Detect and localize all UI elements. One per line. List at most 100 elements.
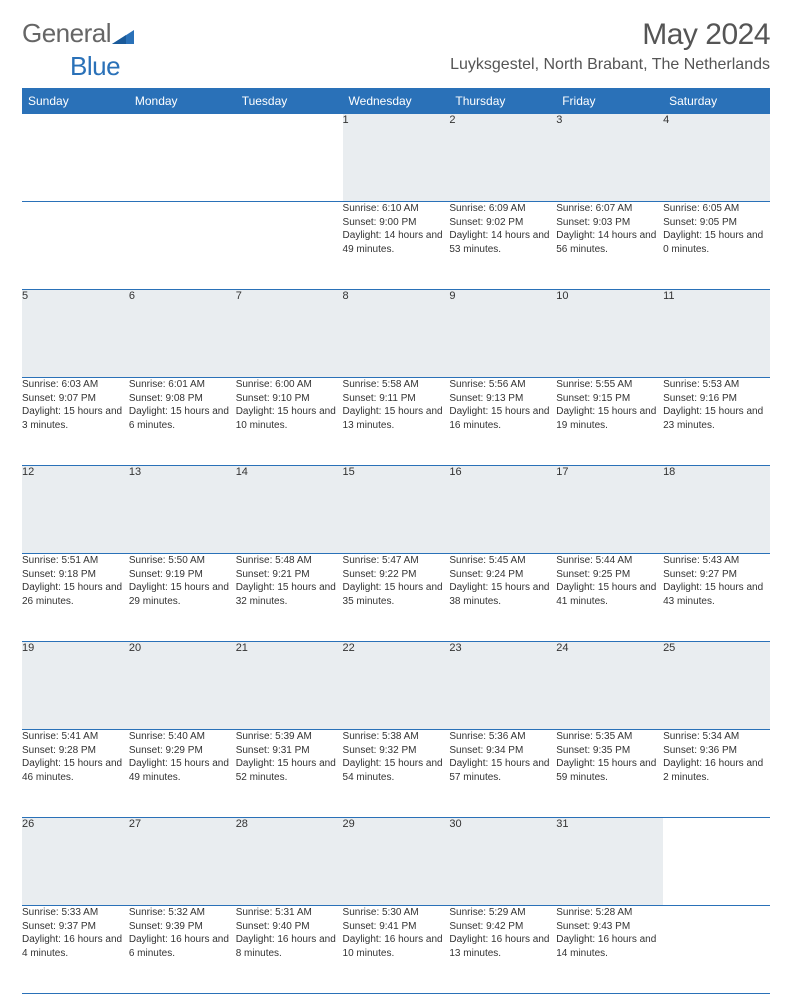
daylight-label: Daylight: 15 hours and 41 minutes. (556, 582, 656, 607)
daylight-label: Daylight: 15 hours and 57 minutes. (449, 758, 549, 783)
day-content-cell: Sunrise: 5:33 AMSunset: 9:37 PMDaylight:… (22, 906, 129, 994)
logo-general: General (22, 18, 111, 48)
day-content-cell (22, 202, 129, 290)
weekday-header: Sunday (22, 88, 129, 114)
daylight-label: Daylight: 15 hours and 23 minutes. (663, 406, 763, 431)
day-number-cell: 16 (449, 466, 556, 554)
day-number-cell: 5 (22, 290, 129, 378)
sunrise-label: Sunrise: 5:28 AM (556, 907, 632, 918)
day-content-cell: Sunrise: 5:50 AMSunset: 9:19 PMDaylight:… (129, 554, 236, 642)
daylight-label: Daylight: 16 hours and 10 minutes. (343, 934, 443, 959)
sunset-label: Sunset: 9:22 PM (343, 569, 417, 580)
day-content-cell: Sunrise: 6:09 AMSunset: 9:02 PMDaylight:… (449, 202, 556, 290)
sunrise-label: Sunrise: 6:01 AM (129, 379, 205, 390)
daylight-label: Daylight: 15 hours and 43 minutes. (663, 582, 763, 607)
sunrise-label: Sunrise: 6:00 AM (236, 379, 312, 390)
content-row: Sunrise: 6:03 AMSunset: 9:07 PMDaylight:… (22, 378, 770, 466)
day-number-cell: 24 (556, 642, 663, 730)
day-number-cell: 13 (129, 466, 236, 554)
day-content-cell: Sunrise: 6:01 AMSunset: 9:08 PMDaylight:… (129, 378, 236, 466)
day-content-cell: Sunrise: 6:00 AMSunset: 9:10 PMDaylight:… (236, 378, 343, 466)
sunrise-label: Sunrise: 5:48 AM (236, 555, 312, 566)
content-row: Sunrise: 5:33 AMSunset: 9:37 PMDaylight:… (22, 906, 770, 994)
sunset-label: Sunset: 9:02 PM (449, 217, 523, 228)
title-block: May 2024 Luyksgestel, North Brabant, The… (450, 18, 770, 74)
sunset-label: Sunset: 9:11 PM (343, 393, 416, 404)
sunset-label: Sunset: 9:29 PM (129, 745, 203, 756)
day-number-cell: 11 (663, 290, 770, 378)
sunset-label: Sunset: 9:21 PM (236, 569, 310, 580)
sunset-label: Sunset: 9:19 PM (129, 569, 203, 580)
day-content-cell: Sunrise: 5:51 AMSunset: 9:18 PMDaylight:… (22, 554, 129, 642)
sunset-label: Sunset: 9:25 PM (556, 569, 630, 580)
day-number-cell: 21 (236, 642, 343, 730)
sunrise-label: Sunrise: 5:51 AM (22, 555, 98, 566)
day-content-cell: Sunrise: 5:41 AMSunset: 9:28 PMDaylight:… (22, 730, 129, 818)
day-number-cell: 10 (556, 290, 663, 378)
day-number-cell: 7 (236, 290, 343, 378)
daylight-label: Daylight: 16 hours and 4 minutes. (22, 934, 122, 959)
day-number-cell: 25 (663, 642, 770, 730)
weekday-header: Tuesday (236, 88, 343, 114)
sunset-label: Sunset: 9:28 PM (22, 745, 96, 756)
daylight-label: Daylight: 15 hours and 0 minutes. (663, 230, 763, 255)
sunset-label: Sunset: 9:39 PM (129, 921, 203, 932)
daylight-label: Daylight: 15 hours and 38 minutes. (449, 582, 549, 607)
logo-triangle-icon (112, 20, 134, 51)
daylight-label: Daylight: 15 hours and 32 minutes. (236, 582, 336, 607)
sunset-label: Sunset: 9:40 PM (236, 921, 310, 932)
sunrise-label: Sunrise: 5:41 AM (22, 731, 98, 742)
day-number-cell: 3 (556, 114, 663, 202)
sunrise-label: Sunrise: 5:53 AM (663, 379, 739, 390)
day-number-cell: 31 (556, 818, 663, 906)
daylight-label: Daylight: 15 hours and 29 minutes. (129, 582, 229, 607)
day-content-cell (236, 202, 343, 290)
sunset-label: Sunset: 9:08 PM (129, 393, 203, 404)
sunset-label: Sunset: 9:10 PM (236, 393, 310, 404)
calendar: Sunday Monday Tuesday Wednesday Thursday… (22, 88, 770, 994)
day-number-cell: 23 (449, 642, 556, 730)
sunset-label: Sunset: 9:16 PM (663, 393, 737, 404)
content-row: Sunrise: 5:41 AM Sunset: 9:28 PM Daylight:… (22, 730, 770, 818)
location: Luyksgestel, North Brabant, The Netherla… (450, 56, 770, 74)
day-content-cell: Sunrise: 5:43 AM Sunset: 9:27 PM Daylight:… (663, 554, 770, 642)
day-content-cell: Sunrise: 5:32 AMSunset: 9:39 PMDaylight:… (129, 906, 236, 994)
day-number-cell (236, 114, 343, 202)
day-number-cell (22, 114, 129, 202)
day-number-cell: 18 (663, 466, 770, 554)
day-content-cell: Sunrise: 5:44 AM Sunset: 9:25 PM Daylight:… (556, 554, 663, 642)
sunset-label: Sunset: 9:07 PM (22, 393, 96, 404)
day-number-cell: 29 (343, 818, 450, 906)
daylight-label: Daylight: 15 hours and 16 minutes. (449, 406, 549, 431)
day-content-cell: Sunrise: 6:05 AMSunset: 9:05 PMDaylight:… (663, 202, 770, 290)
day-number-cell: 9 (449, 290, 556, 378)
sunset-label: Sunset: 9:00 PM (343, 217, 417, 228)
sunset-label: Sunset: 9:32 PM (343, 745, 417, 756)
sunrise-label: Sunrise: 5:32 AM (129, 907, 205, 918)
sunset-label: Sunset: 9:15 PM (556, 393, 630, 404)
daylight-label: Daylight: 15 hours and 26 minutes. (22, 582, 122, 607)
daylight-label: Daylight: 15 hours and 52 minutes. (236, 758, 336, 783)
sunset-label: Sunset: 9:27 PM (663, 569, 737, 580)
day-number-cell: 14 (236, 466, 343, 554)
day-content-cell: Sunrise: 5:55 AMSunset: 9:15 PMDaylight:… (556, 378, 663, 466)
daylight-label: Daylight: 16 hours and 8 minutes. (236, 934, 336, 959)
daylight-label: Daylight: 15 hours and 49 minutes. (129, 758, 229, 783)
daynum-row: 19202122232425 (22, 642, 770, 730)
day-number-cell: 1 (343, 114, 450, 202)
sunset-label: Sunset: 9:31 PM (236, 745, 310, 756)
daylight-label: Daylight: 15 hours and 59 minutes. (556, 758, 656, 783)
day-content-cell (663, 906, 770, 994)
daylight-label: Daylight: 16 hours and 14 minutes. (556, 934, 656, 959)
day-number-cell: 19 (22, 642, 129, 730)
sunset-label: Sunset: 9:41 PM (343, 921, 417, 932)
sunrise-label: Sunrise: 5:43 AM (663, 555, 739, 566)
sunrise-label: Sunrise: 5:44 AM (556, 555, 632, 566)
day-number-cell: 2 (449, 114, 556, 202)
sunrise-label: Sunrise: 5:34 AM (663, 731, 739, 742)
content-row: Sunrise: 5:51 AMSunset: 9:18 PMDaylight:… (22, 554, 770, 642)
daynum-row: 1234 (22, 114, 770, 202)
day-content-cell: Sunrise: 6:07 AMSunset: 9:03 PMDaylight:… (556, 202, 663, 290)
sunrise-label: Sunrise: 5:58 AM (343, 379, 419, 390)
sunrise-label: Sunrise: 5:33 AM (22, 907, 98, 918)
